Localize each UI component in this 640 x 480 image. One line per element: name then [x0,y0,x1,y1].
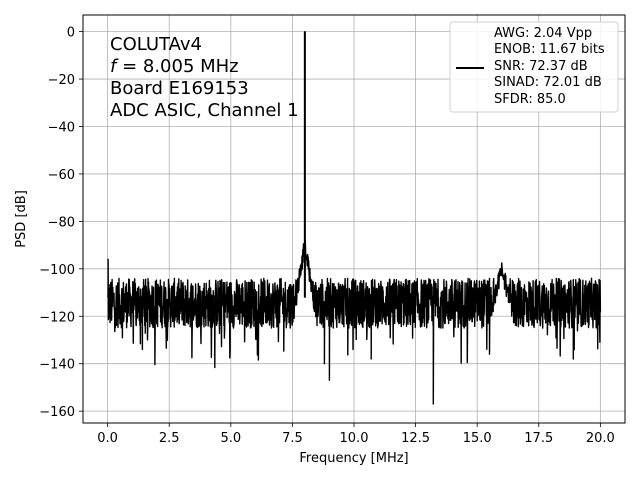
x-tick-label: 12.5 [401,431,430,446]
y-tick-label: −20 [48,73,75,88]
y-tick-label: −100 [39,263,75,278]
y-tick-label: −60 [48,168,75,183]
psd-series-layer [106,30,602,405]
x-tick-label: 7.5 [282,431,303,446]
x-tick-label: 15.0 [463,431,492,446]
legend-entry-enob: ENOB: 11.67 bits [494,42,605,57]
legend-box [449,21,619,113]
legend-entry-snr: SNR: 72.37 dB [494,59,588,74]
y-tick-label: −120 [39,310,75,325]
annotation-line-chip: COLUTAv4 [110,34,202,55]
legend: AWG: 2.04 Vpp ENOB: 11.67 bits SNR: 72.3… [449,21,619,113]
x-tick-label: 17.5 [524,431,553,446]
y-tick-label: 0 [67,26,75,41]
x-axis-label: Frequency [MHz] [299,451,408,466]
y-tick-label: −160 [39,405,75,420]
x-tick-label: 5.0 [220,431,241,446]
y-axis-label: PSD [dB] [14,190,29,248]
annotation-line-board: Board E169153 [110,78,249,99]
x-tick-label: 0.0 [97,431,118,446]
annotation-line-channel: ADC ASIC, Channel 1 [110,100,299,121]
y-tick-label: −40 [48,120,75,135]
legend-entry-sinad: SINAD: 72.01 dB [494,75,602,90]
x-tick-label: 2.5 [159,431,180,446]
x-tick-label: 20.0 [586,431,615,446]
grid-lines [83,15,625,423]
annotation-line-frequency: f = 8.005 MHz [110,56,239,77]
y-tick-label: −80 [48,215,75,230]
legend-entry-sfdr: SFDR: 85.0 [494,92,566,107]
y-axis-ticks: 0 −20 −40 −60 −80 −100 −120 −140 −160 [39,26,83,420]
annotation-block: COLUTAv4 f = 8.005 MHz Board E169153 ADC… [110,34,299,121]
y-tick-label: −140 [39,358,75,373]
x-axis-ticks: 0.0 2.5 5.0 7.5 10.0 12.5 15.0 17.5 20.0 [97,423,615,446]
x-tick-label: 10.0 [340,431,369,446]
legend-entry-awg: AWG: 2.04 Vpp [494,26,592,41]
psd-series-line [106,30,602,405]
